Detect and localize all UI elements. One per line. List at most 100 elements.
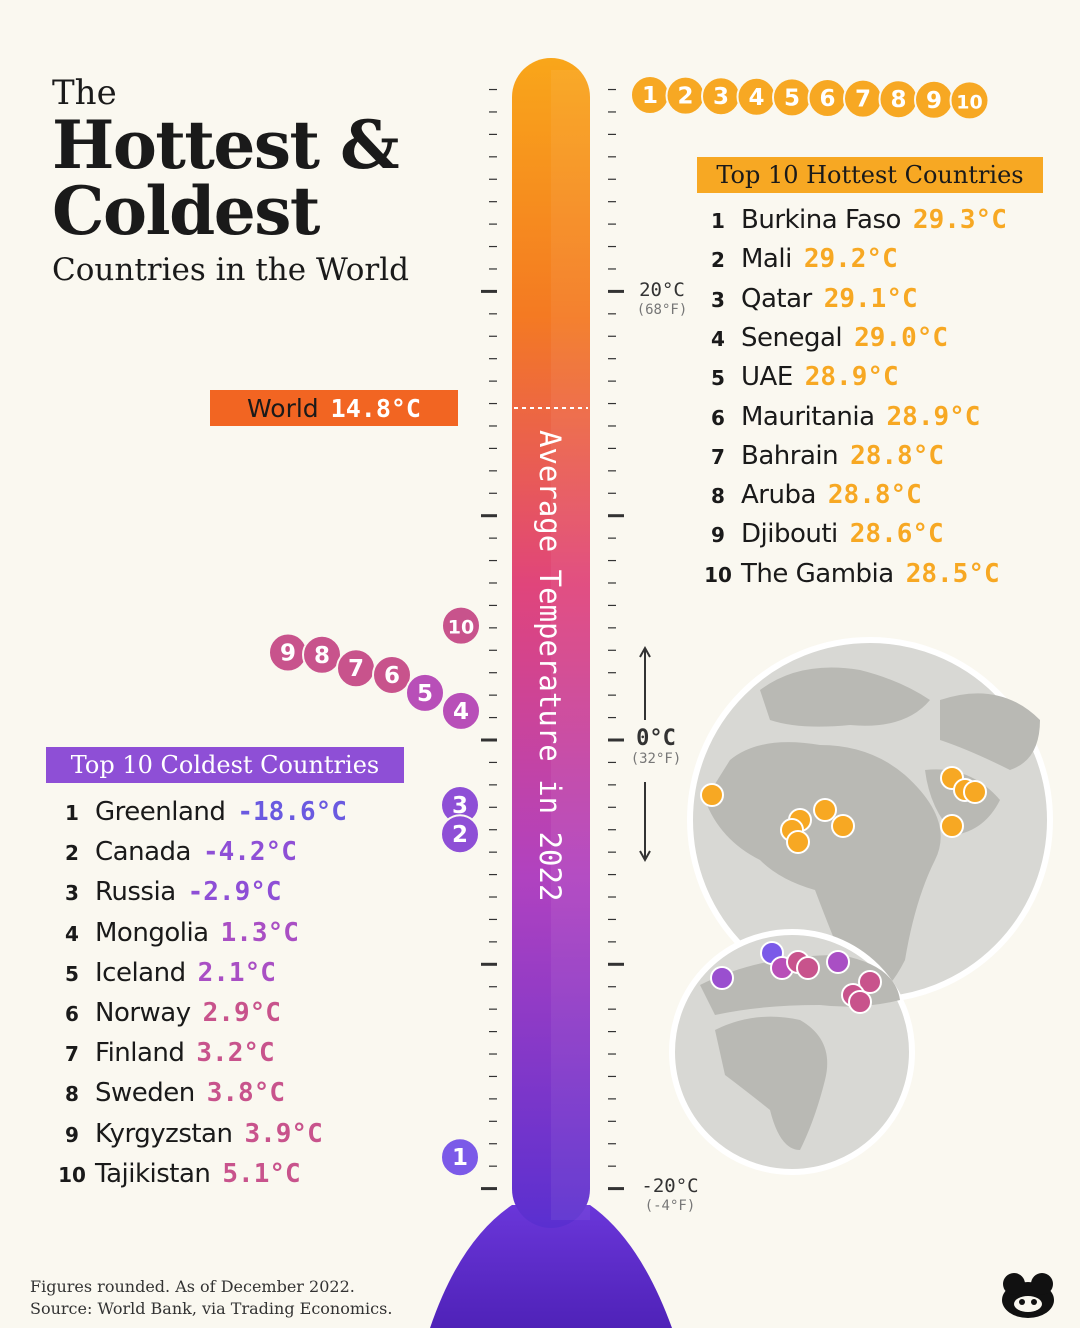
footnote-line2: Source: World Bank, via Trading Economic… <box>30 1299 393 1318</box>
tube-shade <box>551 70 590 1220</box>
hot-country-dot <box>831 814 855 838</box>
cold-rank: 9 <box>65 1122 79 1147</box>
hot-rank: 4 <box>711 326 725 351</box>
cold-rank: 4 <box>65 921 79 946</box>
hot-country-dot <box>786 830 810 854</box>
europe-shape <box>760 667 930 727</box>
cold-rank-marker: 9 <box>268 632 308 673</box>
hot-rank: 10 <box>704 562 732 587</box>
cold-rank-marker: 2 <box>440 814 480 855</box>
tick-label-minus20-f: (-4°F) <box>644 1198 696 1214</box>
tick-label-0-f: (32°F) <box>630 751 682 767</box>
hot-country: The Gambia <box>741 558 894 589</box>
hot-row: 1 Burkina Faso 29.3°C <box>703 205 1007 235</box>
hot-rank-marker-label: 8 <box>890 87 906 113</box>
cold-rank-marker: 10 <box>441 605 481 646</box>
cold-country: Greenland <box>95 797 226 827</box>
cold-rank: 8 <box>65 1082 79 1107</box>
cold-rank: 10 <box>58 1162 86 1187</box>
cold-row: 5 Iceland 2.1°C <box>57 958 276 988</box>
title-coldest: Coldest <box>52 172 320 250</box>
cold-country: Kyrgyzstan <box>95 1118 233 1149</box>
hot-value: 28.8°C <box>827 480 922 511</box>
hot-rank-marker: 9 <box>914 79 954 120</box>
hot-value: 28.9°C <box>804 362 899 393</box>
hot-rank-marker-label: 1 <box>642 83 658 109</box>
tick-label-20-c: 20°C <box>639 279 685 301</box>
hot-rank-marker: 5 <box>772 77 812 118</box>
hot-rank-marker: 7 <box>843 78 883 119</box>
cold-rank-marker-label: 10 <box>448 617 474 639</box>
hot-country: Bahrain <box>741 440 839 471</box>
cold-country: Norway <box>95 998 191 1028</box>
cold-rank-marker-label: 6 <box>384 663 400 689</box>
hot-value: 28.9°C <box>886 401 981 432</box>
hot-rank-marker: 10 <box>949 80 990 121</box>
hot-country: Senegal <box>741 322 843 353</box>
hot-rank: 3 <box>711 287 725 312</box>
hot-rank: 1 <box>711 209 725 233</box>
coldest-list-title: Top 10 Coldest Countries <box>46 747 404 783</box>
hot-row: 3 Qatar 29.1°C <box>703 284 918 314</box>
hot-row: 8 Aruba 28.8°C <box>703 480 922 510</box>
hot-country-dot <box>963 780 987 804</box>
cold-country-dot <box>796 956 820 980</box>
footnote: Figures rounded. As of December 2022. So… <box>30 1276 392 1320</box>
cold-rank-marker-label: 1 <box>452 1145 468 1171</box>
title-block: The Hottest & Coldest Countries in the W… <box>52 74 409 290</box>
hot-country-dot <box>700 783 724 807</box>
cold-country-dot <box>848 990 872 1014</box>
hot-rank-marker: 8 <box>878 79 919 120</box>
cold-value: 3.8°C <box>206 1078 286 1109</box>
cold-rank-marker: 8 <box>302 634 342 675</box>
publisher-logo-icon <box>1002 1273 1054 1318</box>
hot-row: 9 Djibouti 28.6°C <box>703 519 944 549</box>
cold-country: Tajikistan <box>95 1158 211 1189</box>
cold-value: -4.2°C <box>202 837 297 868</box>
cold-row: 6 Norway 2.9°C <box>57 998 281 1028</box>
cold-country: Mongolia <box>95 917 209 948</box>
hot-row: 6 Mauritania 28.9°C <box>703 402 980 432</box>
tick-label-minus20-c: -20°C <box>641 1175 699 1197</box>
cold-rank: 1 <box>65 801 79 825</box>
thermometer-tube <box>512 58 590 1228</box>
cold-rank: 3 <box>65 881 79 906</box>
cold-rank: 5 <box>65 961 79 986</box>
cold-country: Canada <box>95 837 191 868</box>
hot-rank: 7 <box>711 444 725 469</box>
hot-value: 28.6°C <box>849 519 944 550</box>
title-subtitle: Countries in the World <box>52 252 409 288</box>
hot-rank-marker: 2 <box>665 75 706 116</box>
hot-country: Djibouti <box>741 519 838 550</box>
hot-rank: 6 <box>711 405 725 430</box>
globe-hot <box>687 637 1053 1003</box>
hot-rank: 8 <box>711 484 725 509</box>
hot-row: 10 The Gambia 28.5°C <box>703 559 1000 589</box>
hot-rank-marker-label: 10 <box>956 91 982 113</box>
hot-value: 28.5°C <box>905 558 1000 589</box>
hot-rank: 2 <box>711 248 725 273</box>
hot-row: 4 Senegal 29.0°C <box>703 323 948 353</box>
cold-rank: 2 <box>65 841 79 866</box>
cold-value: 1.3°C <box>220 917 299 948</box>
cold-rank-marker: 4 <box>441 690 481 731</box>
hot-rank: 9 <box>711 523 725 548</box>
hot-country: UAE <box>741 362 793 393</box>
hot-rank-marker: 6 <box>807 78 848 118</box>
tick-label-20: 20°C (68°F) <box>612 280 712 320</box>
hot-rank-marker-label: 4 <box>748 85 764 111</box>
cold-value: 3.9°C <box>244 1118 323 1149</box>
cold-country: Iceland <box>95 957 186 988</box>
cold-row: 4 Mongolia 1.3°C <box>57 918 299 948</box>
cold-rank-marker-label: 9 <box>280 641 296 667</box>
range-arrow <box>639 645 651 863</box>
hot-value: 29.1°C <box>823 283 918 314</box>
cold-row: 1 Greenland -18.6°C <box>57 797 347 827</box>
hot-value: 29.3°C <box>912 205 1007 235</box>
cold-country: Finland <box>95 1038 185 1069</box>
hottest-list-title: Top 10 Hottest Countries <box>697 157 1043 193</box>
hot-country: Mauritania <box>741 401 875 432</box>
world-average-badge: World 14.8°C <box>210 390 458 426</box>
hot-rank-marker-label: 9 <box>926 88 942 114</box>
